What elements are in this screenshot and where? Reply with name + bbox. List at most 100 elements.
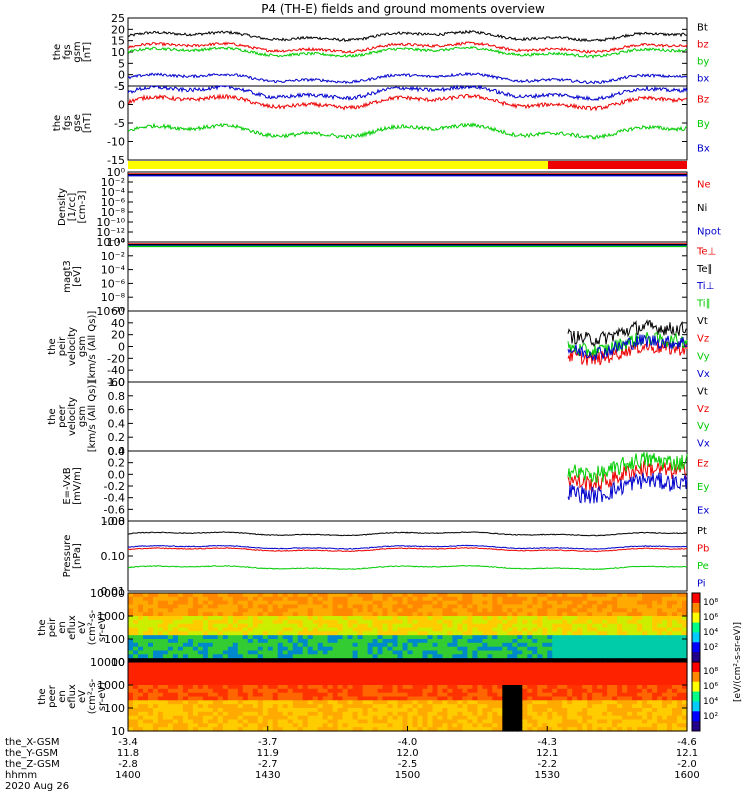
heatmap-cell [427, 700, 434, 705]
heatmap-cell [252, 715, 259, 721]
heatmap-cell [382, 715, 389, 721]
heatmap-cell [172, 627, 179, 632]
heatmap-cell [497, 635, 503, 640]
heatmap-cell [672, 650, 678, 655]
legend-Ne: Ne [697, 180, 711, 191]
heatmap-cell [143, 646, 149, 652]
heatmap-cell [352, 692, 359, 698]
heatmap-cell [427, 685, 434, 690]
heatmap-cell [167, 600, 174, 606]
heatmap-cell [422, 685, 429, 690]
y-axis-label: eV [77, 621, 88, 634]
heatmap-cell [417, 642, 424, 648]
heatmap-cell [322, 639, 329, 644]
heatmap-cell [282, 673, 289, 678]
heatmap-cell [577, 688, 583, 694]
heatmap-cell [672, 616, 678, 621]
heatmap-cell [322, 604, 329, 609]
heatmap-cell [143, 673, 149, 678]
heatmap-cell [133, 627, 139, 632]
heatmap-cell [467, 608, 473, 613]
heatmap-cell [482, 616, 488, 621]
heatmap-cell [587, 642, 593, 648]
heatmap-cell [617, 685, 623, 690]
x-tick-label: 11.9 [257, 748, 279, 759]
heatmap-cell [167, 719, 174, 724]
heatmap-cell [357, 665, 364, 671]
heatmap-cell [287, 711, 294, 717]
heatmap-cell [242, 662, 249, 667]
heatmap-cell [627, 639, 633, 644]
heatmap-cell [667, 704, 673, 709]
heatmap-cell [542, 593, 548, 598]
heatmap-cell [222, 685, 229, 690]
heatmap-cell [202, 719, 209, 724]
heatmap-cell [372, 635, 379, 640]
heatmap-cell [427, 696, 434, 701]
heatmap-cell [682, 727, 688, 732]
heatmap-cell [157, 596, 164, 602]
heatmap-cell [207, 642, 214, 648]
heatmap-cell [232, 654, 239, 659]
heatmap-cell [357, 650, 364, 655]
heatmap-cell [612, 654, 618, 659]
heatmap-cell [202, 627, 209, 632]
heatmap-cell [392, 616, 399, 621]
heatmap-cell [138, 692, 144, 698]
heatmap-cell [457, 688, 463, 694]
heatmap-cell [457, 662, 463, 667]
heatmap-cell [312, 600, 319, 606]
heatmap-cell [407, 677, 414, 682]
heatmap-cell [182, 616, 189, 621]
heatmap-cell [357, 688, 364, 694]
heatmap-cell [182, 646, 189, 652]
heatmap-cell [487, 723, 493, 728]
heatmap-cell [412, 627, 419, 632]
heatmap-cell [138, 604, 144, 609]
heatmap-cell [397, 727, 404, 732]
heatmap-cell [422, 669, 429, 675]
heatmap-cell [297, 593, 304, 598]
heatmap-cell [232, 700, 239, 705]
heatmap-cell [607, 604, 613, 609]
heatmap-cell [227, 719, 234, 724]
heatmap-cell [657, 596, 663, 602]
heatmap-cell [617, 635, 623, 640]
heatmap-cell [667, 639, 673, 644]
heatmap-cell [627, 715, 633, 721]
heatmap-cell [207, 600, 214, 606]
heatmap-cell [522, 616, 528, 621]
heatmap-cell [457, 596, 463, 602]
heatmap-cell [153, 596, 159, 602]
heatmap-cell [327, 696, 334, 701]
heatmap-cell [552, 623, 558, 629]
heatmap-cell [128, 723, 134, 728]
heatmap-cell [143, 658, 149, 663]
heatmap-cell [447, 696, 453, 701]
heatmap-cell [632, 642, 638, 648]
heatmap-cell [367, 658, 374, 663]
heatmap-cell [517, 704, 523, 709]
heatmap-cell [237, 708, 244, 713]
heatmap-cell [397, 700, 404, 705]
heatmap-cell [322, 627, 329, 632]
heatmap-cell [357, 596, 364, 602]
heatmap-cell [347, 677, 354, 682]
heatmap-cell [452, 715, 458, 721]
heatmap-cell [143, 677, 149, 682]
heatmap-cell [138, 593, 144, 598]
heatmap-cell [347, 704, 354, 709]
heatmap-cell [387, 715, 394, 721]
heatmap-cell [437, 639, 443, 644]
heatmap-cell [287, 623, 294, 629]
heatmap-cell [212, 723, 219, 728]
heatmap-cell [347, 616, 354, 621]
heatmap-cell [153, 673, 159, 678]
heatmap-cell [402, 704, 409, 709]
heatmap-cell [157, 711, 164, 717]
heatmap-cell [587, 715, 593, 721]
heatmap-cell [587, 631, 593, 636]
colorbar-segment [692, 632, 700, 643]
heatmap-cell [587, 677, 593, 682]
heatmap-cell [177, 715, 184, 721]
